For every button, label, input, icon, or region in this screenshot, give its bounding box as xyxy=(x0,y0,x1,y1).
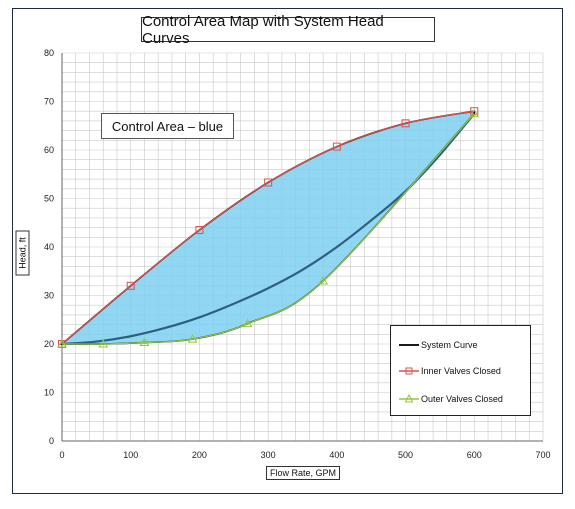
inner-valves-point xyxy=(401,119,410,128)
legend-item-inner-valves: Inner Valves Closed xyxy=(397,364,501,378)
y-tick-label: 10 xyxy=(44,388,54,398)
inner-valves-point xyxy=(470,107,479,116)
outer-valves-point xyxy=(187,334,198,343)
y-tick-label: 50 xyxy=(44,194,54,204)
legend-swatch-system-curve xyxy=(397,338,421,352)
legend-swatch-inner-valves xyxy=(397,364,421,378)
control-area-annotation: Control Area – blue xyxy=(101,113,234,139)
y-tick-label: 60 xyxy=(44,145,54,155)
x-axis-title: Flow Rate, GPM xyxy=(266,466,340,480)
outer-valves-point xyxy=(98,338,109,348)
legend-label-outer-valves: Outer Valves Closed xyxy=(421,394,503,404)
legend-label-inner-valves: Inner Valves Closed xyxy=(421,366,501,376)
legend-item-outer-valves: Outer Valves Closed xyxy=(397,392,503,406)
x-tick-label: 500 xyxy=(398,450,413,460)
legend-item-system-curve: System Curve xyxy=(397,338,478,352)
y-tick-label: 80 xyxy=(44,48,54,58)
series-layer xyxy=(57,107,480,348)
x-tick-label: 0 xyxy=(59,450,64,460)
inner-valves-point xyxy=(332,142,341,151)
outer-valves-point xyxy=(318,275,328,285)
tick-layer: 0 100 200 300 400 500 600 700 0 10 20 30 40 50 60 70 80 xyxy=(44,48,551,460)
outer-valves-point xyxy=(469,108,480,118)
legend-label-system-curve: System Curve xyxy=(421,340,478,350)
x-tick-label: 100 xyxy=(123,450,138,460)
chart-title: Control Area Map with System Head Curves xyxy=(141,13,435,47)
inner-valves-point xyxy=(264,178,273,187)
x-tick-label: 300 xyxy=(261,450,276,460)
outer-valves-point xyxy=(139,337,150,347)
x-tick-label: 600 xyxy=(467,450,482,460)
y-tick-label: 70 xyxy=(44,97,54,107)
x-tick-label: 200 xyxy=(192,450,207,460)
y-tick-label: 30 xyxy=(44,291,54,301)
x-tick-label: 700 xyxy=(535,450,550,460)
x-tick-label: 400 xyxy=(329,450,344,460)
y-tick-label: 20 xyxy=(44,339,54,349)
inner-valves-point xyxy=(195,226,204,235)
legend: System Curve Inner Valves Closed Outer V… xyxy=(390,325,531,416)
outer-valves-point xyxy=(57,338,67,348)
y-tick-label: 0 xyxy=(49,436,54,446)
y-tick-label: 40 xyxy=(44,242,54,252)
legend-swatch-outer-valves xyxy=(397,392,421,406)
outer-valves-point xyxy=(242,318,253,328)
y-axis-title: Head, ft xyxy=(15,230,30,276)
series-line-2 xyxy=(61,113,475,345)
inner-valves-point xyxy=(126,281,135,290)
